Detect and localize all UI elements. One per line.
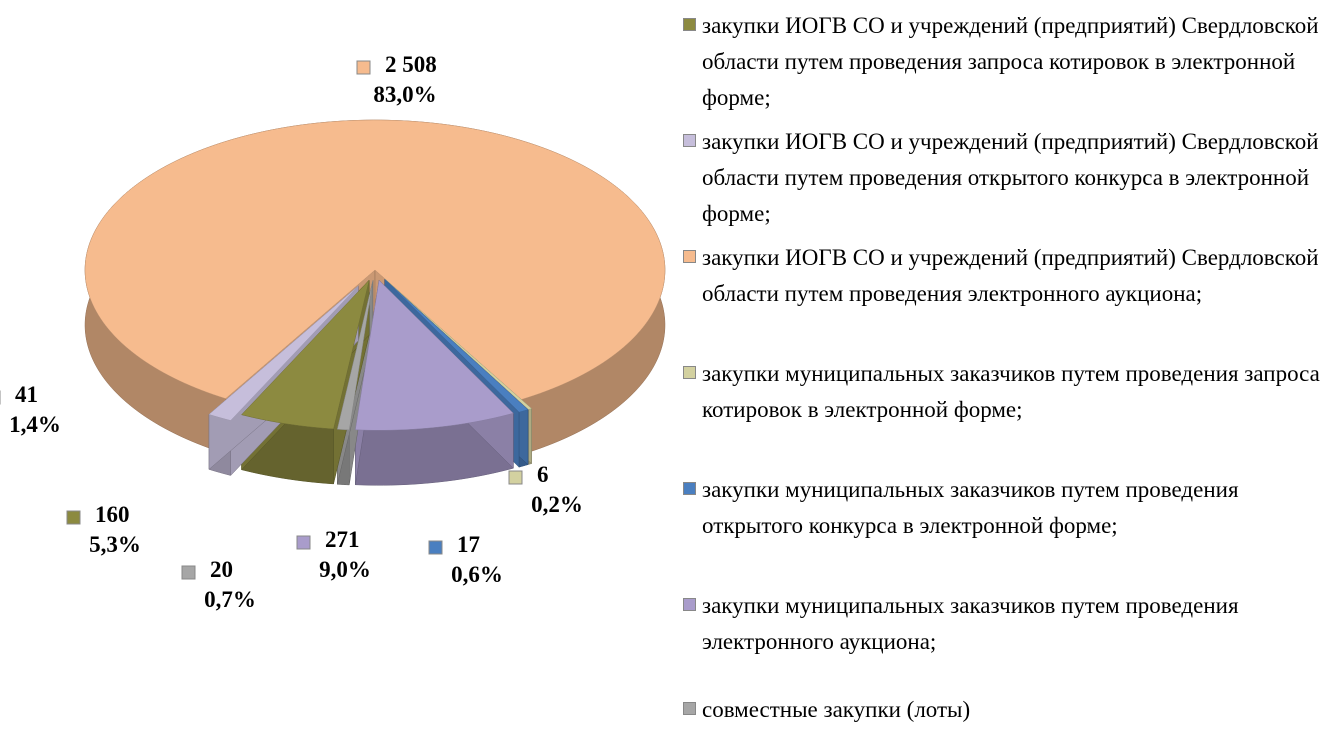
percent-label: 1,4% — [9, 412, 61, 437]
slice — [336, 280, 374, 431]
legend-item: закупки муниципальных заказчиков путем п… — [683, 472, 1323, 544]
percent-label: 83,0% — [373, 82, 436, 107]
slice — [241, 279, 370, 430]
value-label: 41 — [15, 382, 38, 407]
value-label: 271 — [325, 527, 360, 552]
label-swatch — [296, 535, 311, 550]
legend-swatch — [683, 18, 696, 31]
label-swatch — [428, 540, 443, 555]
percent-label: 5,3% — [89, 532, 141, 557]
legend-item: совместные закупки (лоты) — [683, 692, 1323, 728]
value-label: 2 508 — [385, 52, 437, 77]
legend-label: закупки ИОГВ СО и учреждений (предприяти… — [702, 245, 1319, 306]
legend-item: закупки муниципальных заказчиков путем п… — [683, 356, 1323, 428]
legend-item: закупки ИОГВ СО и учреждений (предприяти… — [683, 8, 1323, 116]
legend-swatch — [683, 134, 696, 147]
legend-label: закупки муниципальных заказчиков путем п… — [702, 593, 1239, 654]
slice — [355, 279, 514, 431]
label-swatch — [356, 60, 371, 75]
value-label: 20 — [210, 557, 233, 582]
value-label: 17 — [457, 532, 480, 557]
percent-label: 9,0% — [319, 557, 371, 582]
chart: 160 5,3% 41 1,4% 2 508 83,0% 6 0,2% 17 0,6% 271 9,0… — [0, 52, 666, 612]
label-swatch — [66, 510, 81, 525]
value-label: 6 — [537, 462, 549, 487]
slice — [384, 279, 529, 413]
legend-item: закупки ИОГВ СО и учреждений (предприяти… — [683, 240, 1323, 312]
slice — [84, 119, 666, 400]
legend-swatch — [683, 598, 696, 611]
slice — [384, 278, 533, 410]
percent-label: 0,6% — [451, 562, 503, 587]
legend-swatch — [683, 482, 696, 495]
percent-label: 0,2% — [531, 492, 583, 517]
legend-label: закупки ИОГВ СО и учреждений (предприяти… — [702, 129, 1319, 226]
legend-label: совместные закупки (лоты) — [702, 697, 971, 722]
legend-item: закупки ИОГВ СО и учреждений (предприяти… — [683, 124, 1323, 232]
value-label: 160 — [95, 502, 130, 527]
legend-label: закупки муниципальных заказчиков путем п… — [702, 477, 1239, 538]
legend-item: закупки муниципальных заказчиков путем п… — [683, 588, 1323, 660]
legend-label: закупки муниципальных заказчиков путем п… — [702, 361, 1320, 422]
legend-swatch — [683, 250, 696, 263]
label-swatch — [181, 565, 196, 580]
percent-label: 0,7% — [204, 587, 256, 612]
legend-swatch — [683, 366, 696, 379]
label-swatch — [508, 470, 523, 485]
slice — [208, 285, 359, 421]
legend-swatch — [683, 702, 696, 715]
legend-label: закупки ИОГВ СО и учреждений (предприяти… — [702, 13, 1319, 110]
